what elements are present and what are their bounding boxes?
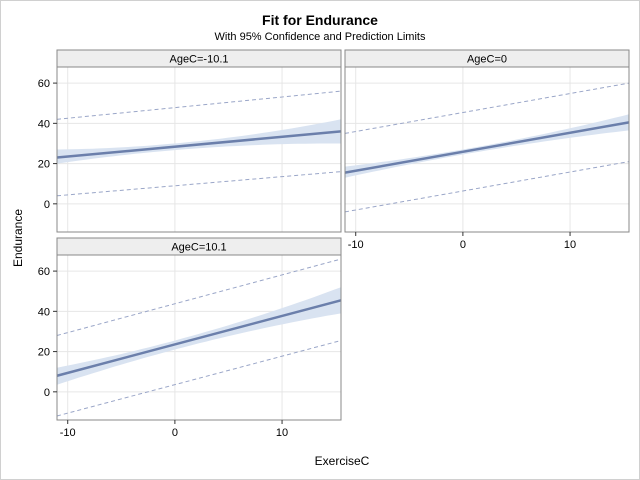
panel-2: AgeC=0 -10 0 10	[344, 49, 630, 251]
x-tick-label: 0	[460, 239, 466, 251]
x-tick-label: 10	[276, 427, 288, 439]
x-axis-label: ExerciseC	[315, 454, 370, 468]
y-tick-label: 60	[38, 78, 50, 90]
x-tick-label: -10	[348, 239, 364, 251]
confidence-band	[345, 114, 629, 178]
panel-3: AgeC=10.1 0 20 40 60 -10 0 10	[38, 237, 342, 439]
chart-subtitle: With 95% Confidence and Prediction Limit…	[215, 31, 426, 43]
fit-line	[344, 121, 630, 174]
panel-label: AgeC=10.1	[171, 242, 226, 254]
prediction-lower-line	[344, 161, 630, 213]
prediction-upper-line	[344, 82, 630, 134]
chart-title: Fit for Endurance	[262, 12, 378, 28]
y-tick-label: 60	[38, 266, 50, 278]
panel-label: AgeC=0	[467, 54, 507, 66]
y-tick-label: 0	[44, 387, 50, 399]
panel-label: AgeC=-10.1	[169, 54, 228, 66]
prediction-upper-line	[56, 258, 342, 336]
panels: AgeC=-10.1 0 20 40 60 AgeC=0 -10 0 10 AgeC=10.1 0 2…	[38, 49, 630, 439]
prediction-upper-line	[56, 90, 342, 120]
panel-1: AgeC=-10.1 0 20 40 60	[38, 49, 342, 233]
confidence-band	[57, 119, 341, 164]
y-tick-label: 20	[38, 347, 50, 359]
panel-frame	[344, 49, 630, 233]
y-tick-label: 40	[38, 306, 50, 318]
panel-frame	[56, 237, 342, 421]
x-tick-label: -10	[60, 427, 76, 439]
fit-line	[56, 130, 342, 159]
x-tick-label: 10	[564, 239, 576, 251]
y-tick-label: 20	[38, 159, 50, 171]
fit-line	[56, 299, 342, 377]
confidence-band	[57, 287, 341, 385]
panel-frame	[56, 49, 342, 233]
x-tick-label: 0	[172, 427, 178, 439]
prediction-lower-line	[56, 171, 342, 197]
y-axis-label: Endurance	[11, 209, 25, 267]
y-tick-label: 40	[38, 118, 50, 130]
y-tick-label: 0	[44, 199, 50, 211]
